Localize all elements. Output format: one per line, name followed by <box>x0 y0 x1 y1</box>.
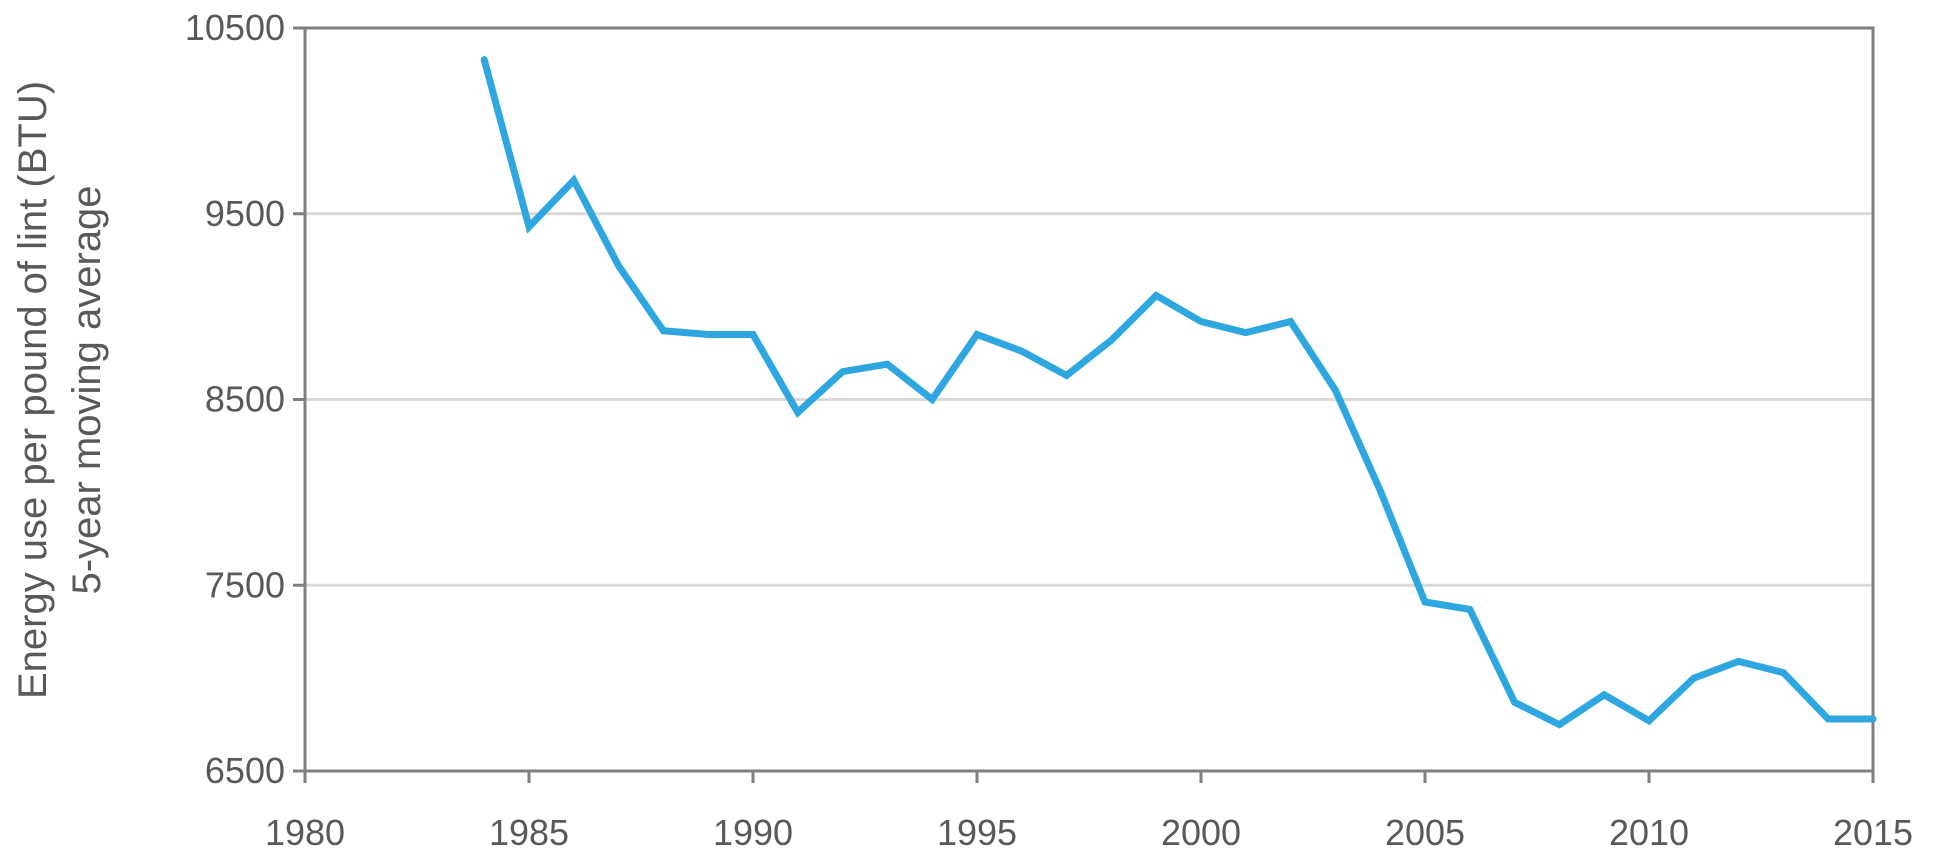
x-tick-label-2005: 2005 <box>1385 812 1465 853</box>
y-tick-label-9500: 9500 <box>205 193 285 234</box>
x-tick-label-1985: 1985 <box>489 812 569 853</box>
series-line-0 <box>480 56 1877 729</box>
y-tick-label-7500: 7500 <box>205 564 285 605</box>
x-tick-label-2010: 2010 <box>1609 812 1689 853</box>
x-axis-ticks: 1980 1985 1990 1995 2000 2005 2010 2015 <box>265 812 1913 853</box>
plot-frame <box>293 26 1875 783</box>
x-tick-label-1990: 1990 <box>713 812 793 853</box>
x-tick-label-1980: 1980 <box>265 812 345 853</box>
x-tick-label-2015: 2015 <box>1833 812 1913 853</box>
y-tick-label-10500: 10500 <box>185 7 285 48</box>
gridlines <box>305 212 1873 587</box>
x-tick-label-2000: 2000 <box>1161 812 1241 853</box>
y-tick-label-6500: 6500 <box>205 750 285 791</box>
y-axis-label-line-2: 5-year moving average <box>65 185 109 594</box>
y-axis-ticks: 6500 7500 8500 9500 10500 <box>185 7 285 791</box>
y-tick-label-8500: 8500 <box>205 379 285 420</box>
x-tick-label-1995: 1995 <box>937 812 1017 853</box>
series <box>480 56 1877 729</box>
y-axis-label: Energy use per pound of lint (BTU) 5-yea… <box>11 81 109 699</box>
y-axis-label-line-1: Energy use per pound of lint (BTU) <box>11 81 55 699</box>
